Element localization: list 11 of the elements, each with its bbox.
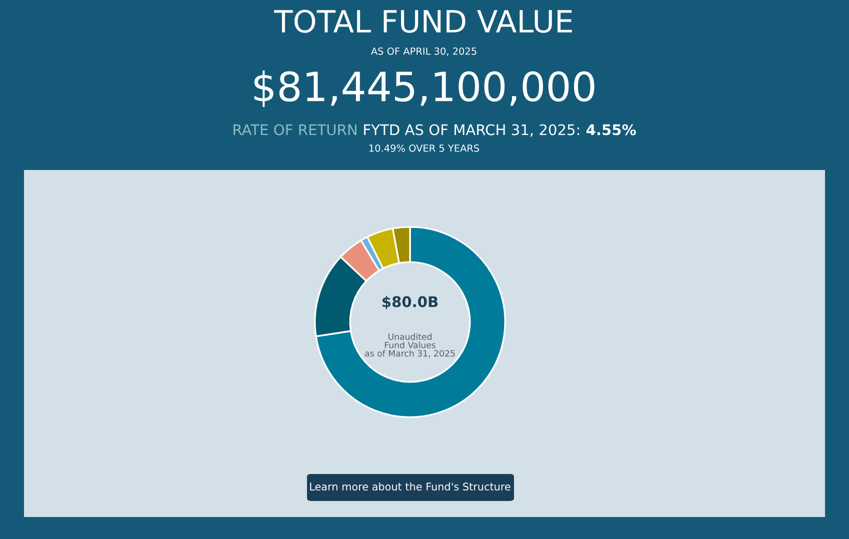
text: Unaudited Fund Values as of March 31, 2025 xyxy=(365,333,455,358)
text: $81,445,100,000 xyxy=(254,70,594,108)
text: 10.49% OVER 5 YEARS xyxy=(369,144,480,152)
text: 4.55% xyxy=(586,124,636,136)
donut-slice xyxy=(315,226,506,418)
chart-title: TOTAL FUND VALUE xyxy=(274,10,572,33)
chart-subtitle: AS OF APRIL 30, 2025 xyxy=(370,47,476,56)
text: RATE OF RETURN xyxy=(234,124,356,136)
text: FYTD AS OF MARCH 31, 2025: xyxy=(364,124,580,137)
text: Learn more about the Fund's Structure xyxy=(310,482,510,491)
text: $80.0B xyxy=(382,296,438,310)
